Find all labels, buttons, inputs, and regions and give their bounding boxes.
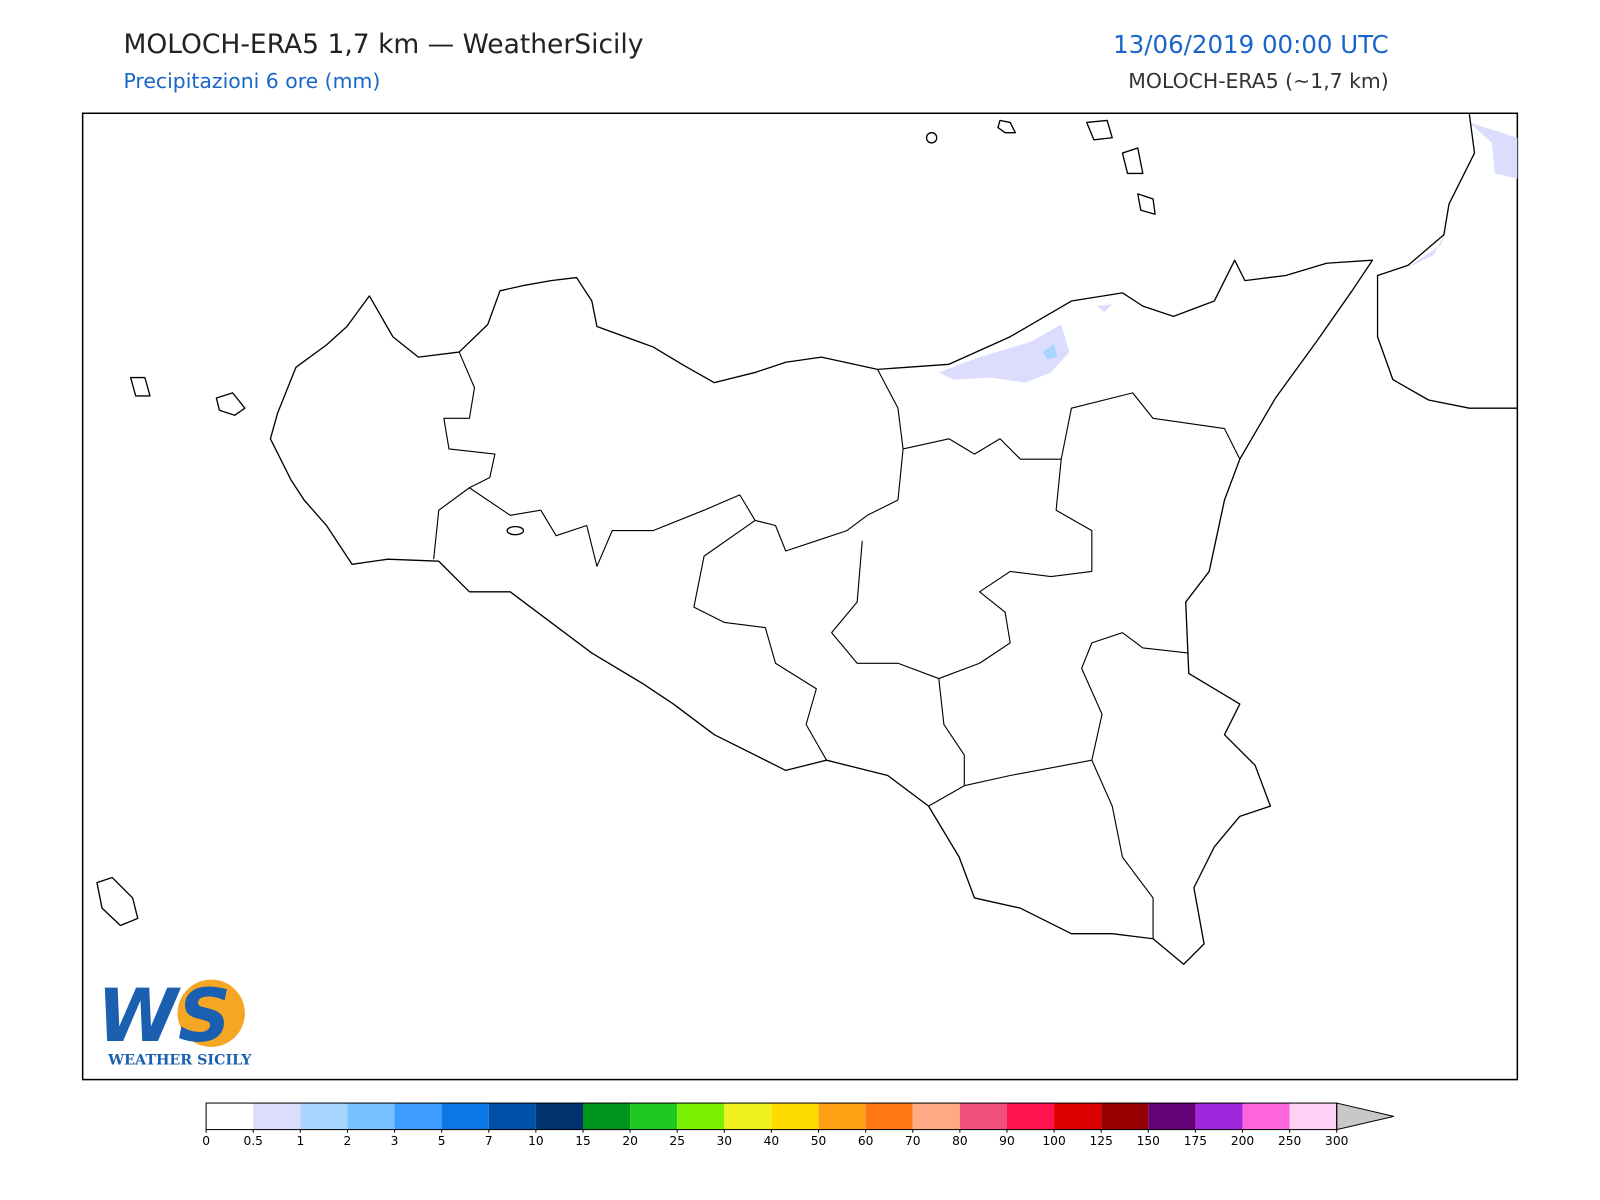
colorbar-segment xyxy=(535,1103,583,1130)
colorbar-segment xyxy=(677,1103,725,1130)
colorbar-tick-label: 5 xyxy=(438,1134,446,1148)
map: WS WEATHER SICILY xyxy=(81,112,1519,1081)
colorbar-segment xyxy=(1242,1103,1290,1130)
colorbar-tick-label: 3 xyxy=(391,1134,399,1148)
colorbar-tick-label: 7 xyxy=(485,1134,493,1148)
calabria-coast xyxy=(1376,114,1518,409)
colorbar-tick-label: 150 xyxy=(1137,1134,1160,1148)
colorbar-segment xyxy=(630,1103,678,1130)
colorbar-segment xyxy=(441,1103,489,1130)
logo-name: WEATHER SICILY xyxy=(107,1052,252,1068)
colorbar-segment xyxy=(771,1103,819,1130)
colorbar-tick-label: 90 xyxy=(999,1134,1015,1148)
colorbar-tick-label: 20 xyxy=(622,1134,638,1148)
logo-sun xyxy=(177,979,245,1047)
colorbar-segment xyxy=(582,1103,631,1130)
colorbar-tick-label: 40 xyxy=(764,1134,780,1148)
logo-mark: WS xyxy=(97,974,231,1059)
colorbar-tick-label: 80 xyxy=(952,1134,968,1148)
colorbar-tick-label: 100 xyxy=(1042,1134,1065,1148)
colorbar-tick-label: 125 xyxy=(1090,1134,1113,1148)
colorbar-segment xyxy=(300,1103,348,1130)
datetime: 13/06/2019 00:00 UTC xyxy=(1113,30,1389,59)
colorbar-tick-label: 50 xyxy=(811,1134,827,1148)
colorbar-tick-label: 250 xyxy=(1278,1134,1301,1148)
colorbar-tick-label: 2 xyxy=(344,1134,352,1148)
colorbar-segment xyxy=(865,1103,913,1130)
colorbar-segment xyxy=(347,1103,395,1130)
colorbar-tick-label: 15 xyxy=(575,1134,591,1148)
colorbar-tick-label: 1 xyxy=(296,1134,304,1148)
map-frame xyxy=(81,112,1519,1081)
colorbar-segment xyxy=(959,1103,1007,1130)
colorbar-segment xyxy=(206,1103,254,1130)
colorbar-segment xyxy=(724,1103,772,1130)
colorbar-tick-label: 0.5 xyxy=(243,1134,262,1148)
province-border xyxy=(433,351,1241,939)
colorbar-segment xyxy=(818,1103,866,1130)
colorbar-segment xyxy=(253,1103,301,1130)
colorbar-segment xyxy=(912,1103,960,1130)
colorbar: 0 0.5 1 2 3 5 7 10 15 20 25 30 40 50 60 70 80 90 100 125 150… xyxy=(202,1102,1394,1148)
sicily-coast xyxy=(269,259,1374,965)
colorbar-segment xyxy=(1006,1103,1055,1130)
colorbar-tick-label: 300 xyxy=(1325,1134,1348,1148)
islands xyxy=(96,119,1156,927)
colorbar-tick-label: 30 xyxy=(717,1134,733,1148)
colorbar-segment xyxy=(488,1103,536,1130)
precip-area xyxy=(938,122,1518,383)
colorbar-segment xyxy=(1054,1103,1102,1130)
model-label: MOLOCH-ERA5 (~1,7 km) xyxy=(1128,69,1388,93)
title: MOLOCH-ERA5 1,7 km — WeatherSicily xyxy=(123,29,643,60)
colorbar-tick-label: 0 xyxy=(202,1134,210,1148)
colorbar-tick-label: 175 xyxy=(1184,1134,1207,1148)
colorbar-extend xyxy=(1336,1102,1394,1131)
colorbar-tick-label: 200 xyxy=(1231,1134,1254,1148)
colorbar-tick-label: 25 xyxy=(669,1134,685,1148)
colorbar-segment xyxy=(1148,1103,1196,1130)
colorbar-tick-label: 70 xyxy=(905,1134,921,1148)
subtitle: Precipitazioni 6 ore (mm) xyxy=(123,69,380,93)
colorbar-segment xyxy=(394,1103,442,1130)
colorbar-tick-label: 60 xyxy=(858,1134,874,1148)
colorbar-tick-label: 10 xyxy=(528,1134,544,1148)
colorbar-segment xyxy=(1101,1103,1149,1130)
logo: WS WEATHER SICILY xyxy=(97,974,252,1068)
colorbar-segment xyxy=(1289,1103,1337,1130)
precip-area xyxy=(1042,343,1058,360)
colorbar-segment xyxy=(1195,1103,1243,1130)
